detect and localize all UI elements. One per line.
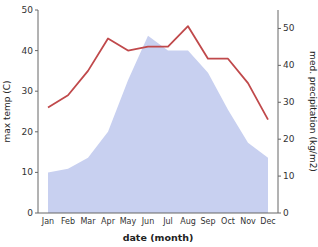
x-axis-line: [38, 213, 278, 214]
y2-tick-label: 30: [283, 97, 295, 107]
y-tick-label: 0: [27, 208, 33, 218]
y2-tick: [278, 176, 281, 177]
y2-tick: [278, 213, 281, 214]
x-tick-label: Sep: [200, 217, 215, 226]
x-tick-label: Apr: [101, 217, 116, 226]
x-axis-title: date (month): [123, 232, 194, 243]
line: [48, 26, 268, 119]
x-tick-label: Mar: [80, 217, 96, 226]
x-tick-label: Nov: [240, 217, 256, 226]
y-tick: [35, 50, 38, 51]
y-tick-label: 50: [22, 5, 34, 15]
y2-tick: [278, 139, 281, 140]
y-tick-label: 10: [22, 167, 34, 177]
y2-tick-label: 0: [283, 208, 289, 218]
page: {"chart_data": {"type": "line", "categor…: [0, 0, 318, 247]
y2-axis-line: [278, 10, 279, 213]
x-tick-label: May: [120, 217, 137, 226]
x-tick-label: Jul: [162, 217, 173, 226]
y-tick: [35, 10, 38, 11]
axes: 0 10 20 30 40 50 0 10 20 30 40 50 Jan Feb Mar Apr May Jun…: [22, 5, 295, 226]
y-tick-label: 40: [22, 46, 34, 56]
chart-container: 0 10 20 30 40 50 0 10 20 30 40 50 Jan Feb Mar Apr May Jun…: [0, 0, 318, 247]
x-tick-label: Jun: [141, 217, 155, 226]
y-tick: [35, 131, 38, 132]
y2-tick-label: 10: [283, 171, 295, 181]
marks: [48, 26, 268, 213]
y2-tick-label: 20: [283, 134, 295, 144]
y-axis-title: max temp (C): [2, 80, 12, 142]
y-tick: [35, 213, 38, 214]
y-axis-line: [38, 10, 39, 213]
y-tick: [35, 172, 38, 173]
y-tick: [35, 91, 38, 92]
area: [48, 36, 268, 213]
x-tick-label: Feb: [61, 217, 75, 226]
x-tick-label: Dec: [260, 217, 275, 226]
y-tick-label: 30: [22, 86, 34, 96]
x-tick-label: Aug: [180, 217, 196, 226]
y2-tick-label: 40: [283, 60, 295, 70]
x-tick-label: Jan: [41, 217, 54, 226]
x-tick-label: Oct: [221, 217, 235, 226]
chart: 0 10 20 30 40 50 0 10 20 30 40 50 Jan Feb Mar Apr May Jun…: [0, 0, 318, 247]
y-tick-label: 20: [22, 127, 34, 137]
y2-tick: [278, 28, 281, 29]
y2-tick: [278, 65, 281, 66]
y2-tick-label: 50: [283, 23, 295, 33]
y2-axis-title: med. precipitation (kg/m2): [308, 51, 318, 172]
y2-tick: [278, 102, 281, 103]
